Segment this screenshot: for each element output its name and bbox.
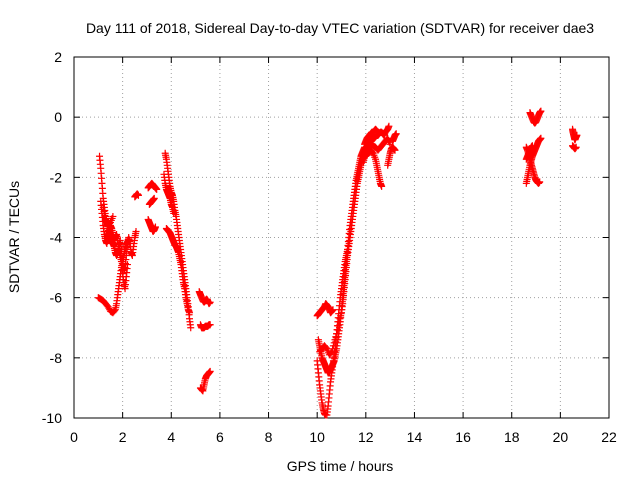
y-tick-label: 0 <box>54 109 62 125</box>
y-tick-label: -10 <box>42 410 62 426</box>
x-tick-label: 16 <box>455 429 471 445</box>
x-tick-label: 0 <box>70 429 78 445</box>
x-tick-label: 18 <box>504 429 520 445</box>
data-points <box>94 107 581 419</box>
data-point <box>104 303 112 311</box>
data-point <box>105 304 113 312</box>
y-tick-label: 2 <box>54 49 62 65</box>
data-point <box>378 182 386 190</box>
data-point <box>536 178 544 186</box>
data-point <box>385 122 393 130</box>
data-point <box>187 324 195 332</box>
data-point <box>573 131 581 139</box>
data-point <box>186 309 194 317</box>
data-point <box>368 148 376 156</box>
x-tick-label: 20 <box>553 429 569 445</box>
data-point <box>134 191 142 199</box>
data-point <box>206 321 214 329</box>
data-point <box>344 246 352 254</box>
x-tick-label: 12 <box>358 429 374 445</box>
data-point <box>537 134 545 142</box>
axis-ticks <box>73 56 610 419</box>
data-point <box>537 107 545 115</box>
y-tick-labels: -10 -8 -6 -4 -2 0 2 <box>42 49 62 426</box>
data-point <box>99 203 107 211</box>
data-point <box>132 227 140 235</box>
data-point <box>528 142 536 150</box>
data-point <box>322 344 330 352</box>
x-tick-label: 2 <box>119 429 127 445</box>
y-tick-label: -6 <box>50 290 63 306</box>
data-point <box>151 223 159 231</box>
data-point <box>106 219 114 227</box>
x-tick-label: 22 <box>601 429 617 445</box>
data-point <box>100 207 108 215</box>
x-tick-label: 14 <box>407 429 423 445</box>
data-point <box>330 339 338 347</box>
data-point <box>124 261 131 269</box>
x-axis-label: GPS time / hours <box>287 458 394 474</box>
data-point <box>150 194 158 202</box>
data-point <box>392 130 400 138</box>
x-tick-label: 10 <box>309 429 325 445</box>
data-point <box>572 143 580 151</box>
data-point <box>101 211 109 219</box>
data-point <box>374 128 382 136</box>
data-point <box>109 212 117 220</box>
y-tick-label: -4 <box>50 230 63 246</box>
x-tick-label: 6 <box>216 429 224 445</box>
x-tick-label: 4 <box>167 429 175 445</box>
y-tick-label: -8 <box>50 350 63 366</box>
data-point <box>125 235 133 243</box>
data-point <box>391 146 399 154</box>
data-point <box>329 306 337 314</box>
x-tick-labels: 0 2 4 6 8 10 12 14 16 18 20 22 <box>70 429 617 445</box>
data-point <box>206 367 214 375</box>
y-tick-label: -2 <box>50 169 63 185</box>
data-point <box>153 185 161 193</box>
data-point <box>206 298 214 306</box>
x-tick-label: 8 <box>265 429 273 445</box>
chart-title: Day 111 of 2018, Sidereal Day-to-day VTE… <box>86 20 594 36</box>
data-point <box>111 307 119 315</box>
y-axis-label: SDTVAR / TECUs <box>6 181 22 293</box>
grid <box>74 57 609 418</box>
data-point <box>170 209 178 217</box>
